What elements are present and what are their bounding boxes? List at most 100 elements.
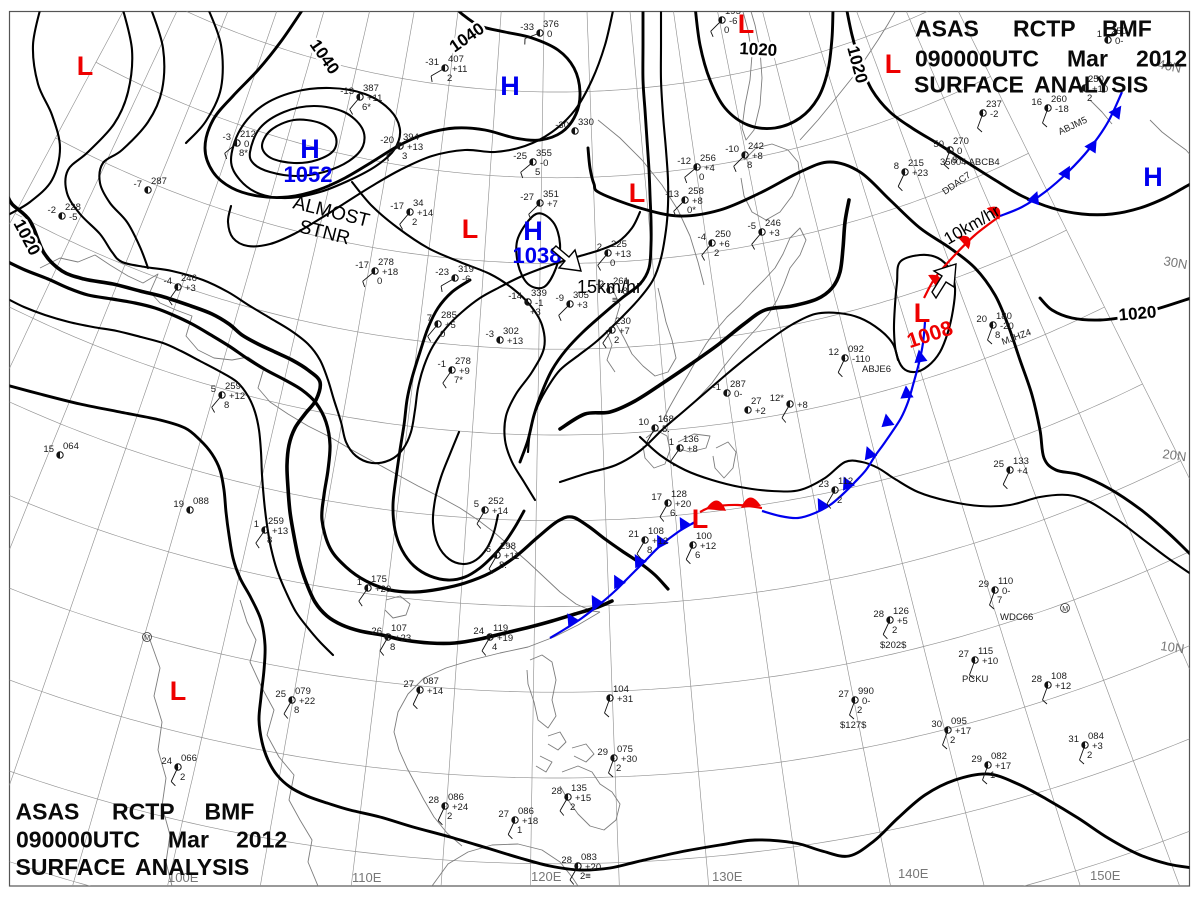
- svg-text:2: 2: [1087, 93, 1092, 104]
- svg-text:-6: -6: [462, 274, 470, 285]
- svg-text:27: 27: [403, 679, 414, 690]
- svg-text:339: 339: [531, 288, 547, 299]
- svg-text:21: 21: [628, 529, 639, 540]
- svg-text:394: 394: [403, 132, 419, 143]
- svg-text:+9: +9: [459, 366, 470, 377]
- svg-text:BMF: BMF: [205, 799, 255, 825]
- svg-text:355: 355: [536, 148, 552, 159]
- svg-text:27: 27: [958, 649, 969, 660]
- svg-text:0: 0: [724, 25, 729, 36]
- svg-text:ASAS: ASAS: [16, 799, 80, 825]
- svg-text:230: 230: [615, 316, 631, 327]
- svg-text:+22: +22: [299, 696, 315, 707]
- svg-text:115: 115: [978, 646, 993, 657]
- svg-text:25: 25: [993, 459, 1004, 470]
- svg-text:35004 ABCB4: 35004 ABCB4: [940, 157, 1000, 168]
- svg-text:+14: +14: [427, 686, 443, 697]
- svg-text:+14: +14: [492, 506, 508, 517]
- svg-text:-5: -5: [748, 221, 756, 232]
- svg-text:27: 27: [751, 396, 762, 407]
- svg-text:+8: +8: [797, 400, 808, 411]
- svg-text:087: 087: [423, 676, 439, 687]
- svg-text:228: 228: [65, 202, 81, 213]
- svg-text:990: 990: [858, 686, 874, 697]
- svg-text:+7: +7: [547, 199, 558, 210]
- svg-text:+8: +8: [687, 444, 698, 455]
- svg-text:28: 28: [551, 786, 562, 797]
- svg-text:259: 259: [225, 381, 241, 392]
- svg-text:15: 15: [43, 444, 54, 455]
- svg-text:H: H: [1143, 162, 1163, 192]
- svg-text:-30: -30: [555, 120, 569, 131]
- svg-text:305: 305: [573, 290, 589, 301]
- svg-text:-9: -9: [556, 293, 564, 304]
- svg-text:298: 298: [500, 541, 516, 552]
- svg-text:0: 0: [377, 276, 382, 287]
- svg-text:2: 2: [950, 735, 955, 746]
- svg-text:-14: -14: [508, 291, 522, 302]
- svg-text:110: 110: [998, 576, 1013, 587]
- svg-text:195: 195: [725, 6, 741, 17]
- svg-text:237: 237: [986, 99, 1002, 110]
- svg-text:+24: +24: [452, 802, 468, 813]
- svg-text:2: 2: [447, 73, 452, 84]
- svg-text:$127$: $127$: [840, 720, 867, 731]
- svg-text:H: H: [300, 134, 320, 164]
- svg-text:+23: +23: [912, 168, 928, 179]
- svg-text:+18: +18: [522, 816, 538, 827]
- svg-text:5.: 5.: [662, 424, 670, 435]
- svg-text:+13: +13: [407, 142, 423, 153]
- svg-text:108: 108: [648, 526, 664, 537]
- svg-text:+11: +11: [367, 93, 382, 104]
- svg-text:H: H: [500, 71, 520, 101]
- svg-text:+14: +14: [417, 208, 433, 219]
- svg-text:0: 0: [957, 146, 962, 157]
- svg-text:136: 136: [683, 434, 699, 445]
- svg-text:29: 29: [971, 754, 982, 765]
- svg-text:302: 302: [503, 326, 519, 337]
- svg-text:-17: -17: [355, 260, 369, 271]
- svg-text:8: 8: [747, 160, 752, 171]
- svg-text:-6: -6: [729, 16, 737, 27]
- svg-text:25: 25: [275, 689, 286, 700]
- svg-text:PCKU: PCKU: [962, 674, 989, 685]
- svg-text:+3: +3: [530, 307, 541, 318]
- svg-text:SURFACE: SURFACE: [914, 72, 1024, 98]
- svg-text:120E: 120E: [531, 869, 562, 884]
- svg-text:ANALYSIS: ANALYSIS: [1034, 72, 1148, 98]
- svg-text:0: 0: [440, 329, 445, 340]
- svg-text:2012: 2012: [1136, 46, 1187, 72]
- svg-text:128: 128: [671, 489, 687, 500]
- svg-text:M: M: [1062, 606, 1068, 613]
- svg-text:+3: +3: [577, 300, 588, 311]
- svg-text:079: 079: [295, 686, 311, 697]
- svg-text:+12: +12: [700, 541, 716, 552]
- svg-text:168: 168: [658, 414, 674, 425]
- svg-text:090000UTC: 090000UTC: [915, 46, 1039, 72]
- svg-text:≡: ≡: [612, 295, 618, 306]
- svg-text:ABJE6: ABJE6: [862, 364, 891, 375]
- svg-text:1038: 1038: [513, 243, 562, 268]
- svg-text:+12: +12: [652, 536, 668, 547]
- svg-text:+19: +19: [497, 633, 513, 644]
- svg-text:330: 330: [578, 117, 594, 128]
- svg-text:L: L: [885, 49, 902, 79]
- svg-text:095: 095: [951, 716, 967, 727]
- svg-text:064: 064: [63, 441, 79, 452]
- svg-text:2: 2: [447, 811, 452, 822]
- svg-text:092: 092: [848, 344, 864, 355]
- svg-text:285: 285: [441, 310, 457, 321]
- svg-text:8: 8: [267, 535, 272, 546]
- svg-text:107: 107: [391, 623, 407, 634]
- svg-text:1020: 1020: [739, 39, 778, 60]
- svg-text:1: 1: [669, 437, 674, 448]
- svg-text:+20: +20: [375, 584, 391, 595]
- svg-text:26: 26: [371, 626, 382, 637]
- svg-text:-1: -1: [713, 382, 721, 393]
- svg-text:+8: +8: [692, 196, 703, 207]
- svg-text:175: 175: [371, 574, 387, 585]
- svg-text:-2: -2: [596, 279, 604, 290]
- svg-text:-20: -20: [380, 135, 394, 146]
- svg-text:ASAS: ASAS: [915, 16, 979, 42]
- svg-text:27: 27: [498, 809, 509, 820]
